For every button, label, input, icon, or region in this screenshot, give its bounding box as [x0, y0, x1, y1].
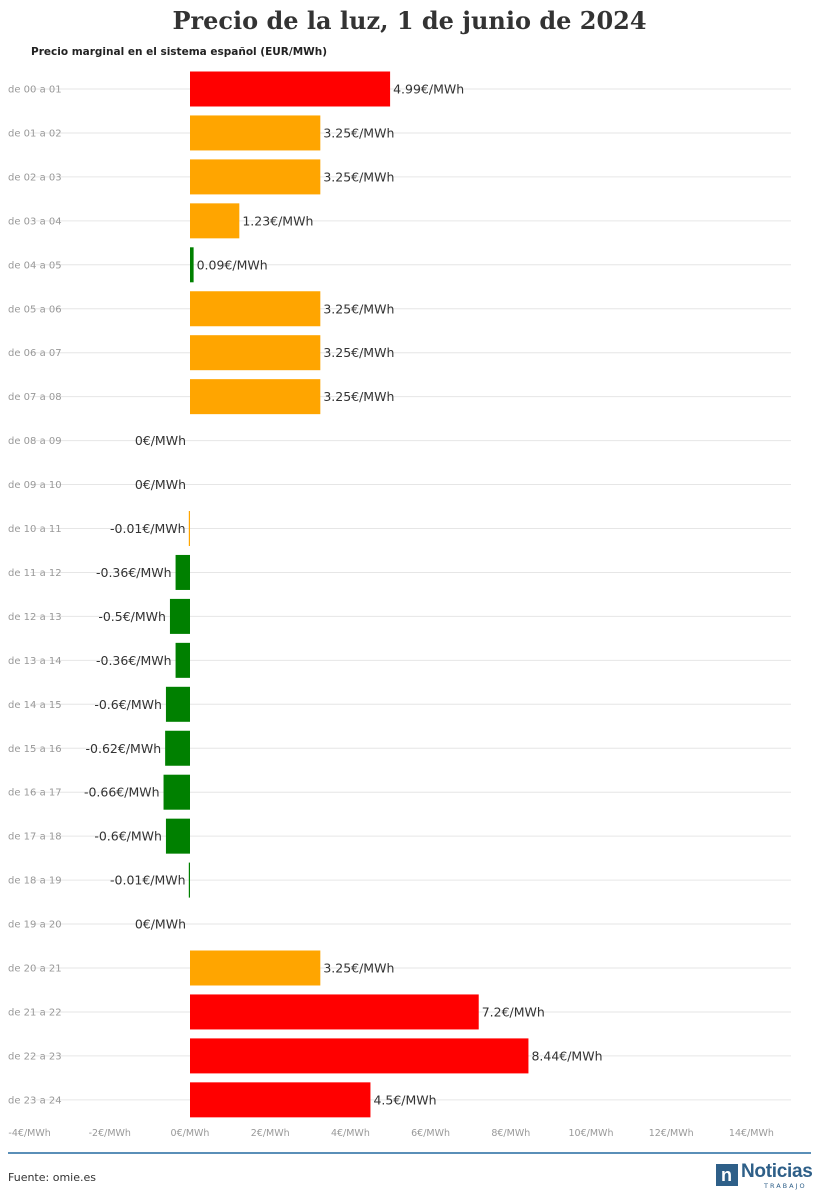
data-label: -0.01€/MWh	[110, 521, 186, 536]
data-label: -0.36€/MWh	[96, 565, 172, 580]
data-label: -0.01€/MWh	[110, 873, 186, 888]
bar	[190, 1082, 371, 1118]
data-label: 0€/MWh	[135, 917, 186, 932]
chart-subtitle: Precio marginal en el sistema español (E…	[31, 46, 328, 58]
y-tick-label: de 01 a 02	[8, 128, 62, 139]
data-label: -0.6€/MWh	[94, 697, 162, 712]
data-label: 4.99€/MWh	[393, 82, 464, 97]
y-tick-label: de 02 a 03	[8, 172, 62, 183]
x-tick-label: 0€/MWh	[171, 1128, 210, 1139]
logo-subtitle: TRABAJO	[764, 1182, 807, 1190]
logo-mark: n	[716, 1164, 738, 1186]
data-label: -0.5€/MWh	[98, 609, 166, 624]
noticias-trabajo-logo[interactable]: n Noticias TRABAJO	[716, 1161, 813, 1190]
bar	[190, 115, 321, 151]
y-tick-label: de 23 a 24	[8, 1095, 62, 1106]
x-tick-label: 14€/MWh	[729, 1128, 774, 1139]
bar	[190, 71, 391, 107]
y-tick-label: de 15 a 16	[8, 744, 62, 755]
price-bar-chart: de 00 a 01 de 01 a 02 de 02 a 03 de 03 a 04…	[8, 71, 791, 1139]
y-tick-label: de 19 a 20	[8, 920, 62, 931]
bar	[188, 511, 190, 546]
data-label: 3.25€/MWh	[323, 961, 394, 976]
bar	[169, 598, 190, 634]
y-tick-label: de 05 a 06	[8, 304, 62, 315]
x-tick-label: 2€/MWh	[251, 1128, 290, 1139]
bar	[190, 291, 321, 327]
y-tick-label: de 11 a 12	[8, 568, 62, 579]
y-tick-label: de 04 a 05	[8, 260, 62, 271]
y-tick-label: de 20 a 21	[8, 964, 62, 975]
data-label: 3.25€/MWh	[323, 125, 394, 140]
y-tick-label: de 17 a 18	[8, 832, 62, 843]
y-tick-label: de 14 a 15	[8, 700, 62, 711]
y-tick-label: de 10 a 11	[8, 524, 62, 535]
bar	[188, 862, 190, 898]
data-label: 3.25€/MWh	[323, 345, 394, 360]
data-label: 4.5€/MWh	[373, 1092, 436, 1107]
logo-wordmark: Noticias	[741, 1161, 813, 1182]
x-tick-label: 4€/MWh	[331, 1128, 370, 1139]
x-tick-label: -4€/MWh	[8, 1128, 50, 1139]
data-label: 3.25€/MWh	[323, 389, 394, 404]
y-tick-label: de 06 a 07	[8, 348, 62, 359]
y-tick-label: de 13 a 14	[8, 656, 62, 667]
data-label: -0.62€/MWh	[86, 741, 162, 756]
y-tick-label: de 03 a 04	[8, 216, 62, 227]
bar	[190, 203, 240, 239]
x-tick-label: 8€/MWh	[491, 1128, 530, 1139]
source-note: Fuente: omie.es	[8, 1171, 96, 1184]
data-label: 0€/MWh	[135, 477, 186, 492]
x-tick-label: 12€/MWh	[649, 1128, 694, 1139]
bar	[190, 159, 321, 195]
data-label: 1.23€/MWh	[242, 213, 313, 228]
y-tick-label: de 16 a 17	[8, 788, 62, 799]
data-label: -0.66€/MWh	[84, 785, 160, 800]
bar	[190, 994, 479, 1030]
data-label: 8.44€/MWh	[531, 1048, 602, 1063]
data-label: 7.2€/MWh	[482, 1004, 545, 1019]
bar	[165, 818, 190, 854]
y-tick-label: de 21 a 22	[8, 1007, 62, 1018]
bar	[163, 774, 190, 810]
y-tick-label: de 18 a 19	[8, 876, 62, 887]
data-label: 0.09€/MWh	[197, 257, 268, 272]
y-tick-label: de 22 a 23	[8, 1051, 62, 1062]
data-label: 3.25€/MWh	[323, 169, 394, 184]
bar	[190, 950, 321, 986]
bar	[165, 730, 190, 766]
bar	[175, 554, 190, 590]
bar	[175, 642, 190, 678]
bar	[190, 247, 194, 283]
bar	[190, 379, 321, 415]
data-label: -0.36€/MWh	[96, 653, 172, 668]
data-label: 0€/MWh	[135, 433, 186, 448]
data-label: -0.6€/MWh	[94, 829, 162, 844]
y-tick-label: de 00 a 01	[8, 85, 62, 96]
bar	[190, 1038, 529, 1074]
y-tick-label: de 12 a 13	[8, 612, 62, 623]
data-label: 3.25€/MWh	[323, 301, 394, 316]
bar	[190, 335, 321, 371]
y-tick-label: de 08 a 09	[8, 436, 62, 447]
y-tick-label: de 09 a 10	[8, 480, 62, 491]
x-tick-label: 10€/MWh	[569, 1128, 614, 1139]
x-tick-label: 6€/MWh	[411, 1128, 450, 1139]
y-tick-label: de 07 a 08	[8, 392, 62, 403]
x-tick-label: -2€/MWh	[89, 1128, 131, 1139]
chart-title: Precio de la luz, 1 de junio de 2024	[172, 6, 647, 35]
bar	[165, 686, 190, 722]
footer-divider	[8, 1152, 811, 1154]
